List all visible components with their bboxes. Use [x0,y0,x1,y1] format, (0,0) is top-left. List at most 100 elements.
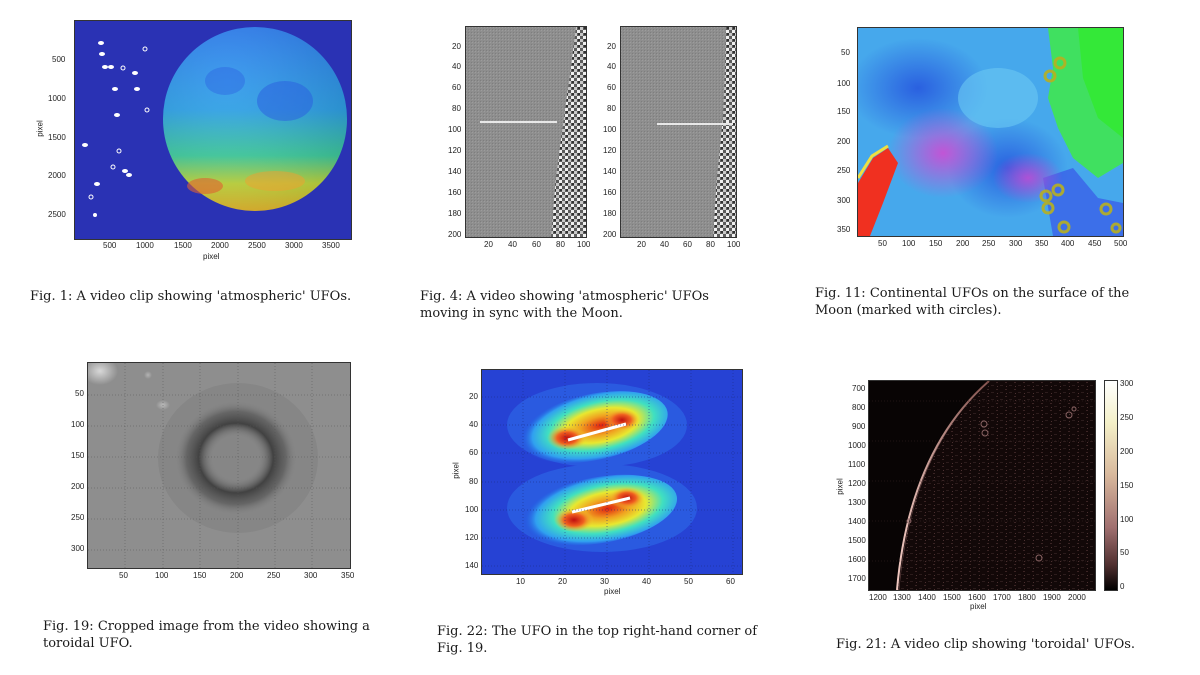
fig21-ytick-2: 800 [852,403,866,412]
fig1-ytick-3: 1500 [48,133,66,142]
fig19-xtick-5: 250 [267,571,281,580]
fig22-xlabel: pixel [604,587,621,596]
fig4a-ytick-6: 120 [448,146,462,155]
fig21-ytick-9: 1500 [848,536,866,545]
fig21-xtick-2: 1300 [893,593,911,602]
fig21-ytick-7: 1300 [848,498,866,507]
fig4b-ytick-7: 140 [603,167,617,176]
fig22-ytick-5: 100 [465,505,479,514]
fig22-image [482,370,742,574]
fig1-plot [74,20,352,240]
fig21-ytick-4: 1000 [848,441,866,450]
fig4a-xtick-3: 60 [532,240,541,249]
fig4b-xtick-3: 60 [683,240,692,249]
fig21-plot [868,380,1096,591]
fig19-ytick-4: 200 [71,482,85,491]
fig19-xtick-2: 100 [155,571,169,580]
fig11-image [858,28,1123,236]
fig4a-ytick-10: 200 [448,230,462,239]
fig22-ytick-7: 140 [465,561,479,570]
fig11-ytick-4: 200 [837,137,851,146]
fig11-xtick-10: 500 [1114,239,1128,248]
fig1-xtick-7: 3500 [322,241,340,250]
fig19-ytick-5: 250 [71,513,85,522]
fig4b-plot [620,26,737,238]
fig1-xtick-2: 1000 [136,241,154,250]
fig21-xtick-4: 1500 [943,593,961,602]
fig4-caption: Fig. 4: A video showing 'atmospheric' UF… [420,289,709,321]
fig1-xtick-4: 2000 [211,241,229,250]
fig1-ytick-5: 2500 [48,210,66,219]
fig11-xtick-3: 150 [929,239,943,248]
fig11-ytick-6: 300 [837,196,851,205]
fig19-xtick-7: 350 [341,571,355,580]
fig21-xlabel: pixel [970,602,987,611]
fig1-xlabel: pixel [203,252,220,261]
fig4b-xtick-2: 40 [660,240,669,249]
fig11-ytick-7: 350 [837,225,851,234]
fig19-plot [87,362,351,569]
fig4a-xtick-2: 40 [508,240,517,249]
fig4a-plot [465,26,587,238]
fig21-ylabel: pixel [835,478,845,495]
fig19-xtick-4: 200 [230,571,244,580]
fig19-ytick-2: 100 [71,420,85,429]
fig21-ytick-8: 1400 [848,517,866,526]
fig1-ylabel: pixel [35,120,45,137]
fig19-ytick-3: 150 [71,451,85,460]
fig21-xtick-7: 1800 [1018,593,1036,602]
fig4a-ytick-1: 20 [452,42,461,51]
fig21-cbtick-250: 250 [1120,413,1134,422]
fig4b-xtick-5: 100 [727,240,741,249]
fig1-ytick-4: 2000 [48,171,66,180]
fig11-xtick-5: 250 [982,239,996,248]
fig21-ytick-1: 700 [852,384,866,393]
fig21-ytick-5: 1100 [848,460,866,469]
fig11-xtick-9: 450 [1088,239,1102,248]
fig21-cbtick-50: 50 [1120,548,1129,557]
fig21-xtick-6: 1700 [993,593,1011,602]
fig11-xtick-7: 350 [1035,239,1049,248]
fig21-caption: Fig. 21: A video clip showing 'toroidal'… [836,637,1136,652]
fig4b-ytick-9: 180 [603,209,617,218]
fig19-xtick-6: 300 [304,571,318,580]
fig21-cbtick-100: 100 [1120,515,1134,524]
fig19-ytick-1: 50 [75,389,84,398]
fig1-xtick-3: 1500 [174,241,192,250]
fig4a-xtick-4: 80 [556,240,565,249]
fig22-xtick-5: 50 [684,577,693,586]
fig4b-ytick-6: 120 [603,146,617,155]
fig4b-xtick-1: 20 [637,240,646,249]
fig4a-xtick-5: 100 [577,240,591,249]
fig11-xtick-2: 100 [902,239,916,248]
fig1-ytick-2: 1000 [48,94,66,103]
fig22-xtick-1: 10 [516,577,525,586]
fig11-xtick-8: 400 [1061,239,1075,248]
fig4b-xtick-4: 80 [706,240,715,249]
fig21-cbtick-200: 200 [1120,447,1134,456]
fig21-ytick-10: 1600 [848,555,866,564]
fig22-xtick-6: 60 [726,577,735,586]
fig4a-ytick-9: 180 [448,209,462,218]
fig4a-image [466,27,586,237]
fig21-cbtick-0: 0 [1120,582,1125,591]
fig21-xtick-3: 1400 [918,593,936,602]
fig1-moon-image [82,27,347,217]
fig21-xtick-1: 1200 [869,593,887,602]
fig22-plot [481,369,743,575]
fig22-xtick-4: 40 [642,577,651,586]
fig4b-ytick-8: 160 [603,188,617,197]
fig11-ytick-2: 100 [837,79,851,88]
fig11-ytick-1: 50 [841,48,850,57]
fig21-ytick-6: 1200 [848,479,866,488]
fig1-xtick-1: 500 [103,241,117,250]
fig1-caption: Fig. 1: A video clip showing 'atmospheri… [30,289,352,304]
fig11-ytick-5: 250 [837,166,851,175]
fig11-plot [857,27,1124,237]
fig21-ytick-11: 1700 [848,574,866,583]
fig19-caption: Fig. 19: Cropped image from the video sh… [43,619,370,651]
fig4a-xtick-1: 20 [484,240,493,249]
fig4b-ytick-1: 20 [607,42,616,51]
fig1-xtick-6: 3000 [285,241,303,250]
fig19-xtick-1: 50 [119,571,128,580]
